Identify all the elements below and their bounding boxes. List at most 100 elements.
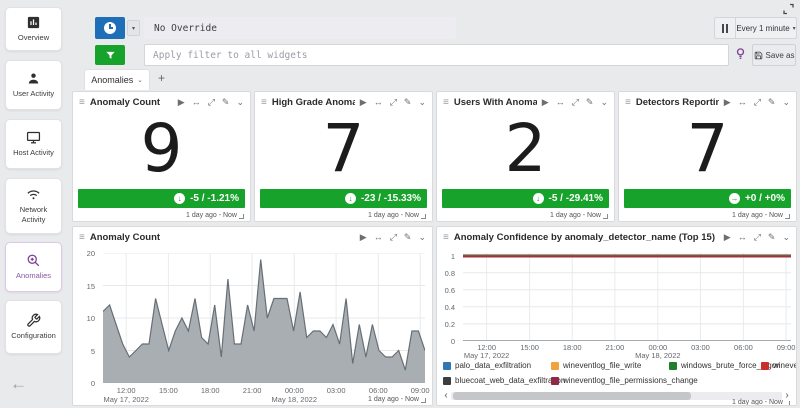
widget-title: Anomaly Count: [90, 232, 160, 243]
hint-bulb-icon[interactable]: [734, 46, 748, 62]
legend-swatch: [443, 377, 451, 385]
time-range-label: 1 day ago - Now: [732, 212, 790, 219]
drag-grip-icon[interactable]: ≡: [79, 232, 85, 243]
anomaly-count-chart: [103, 253, 425, 386]
legend-swatch: [551, 377, 559, 385]
time-range-label: 1 day ago - Now: [186, 212, 244, 219]
override-value[interactable]: No Override: [144, 17, 456, 39]
scrollbar-thumb[interactable]: [453, 392, 691, 400]
wifi-icon: [26, 187, 41, 202]
chevron-down-icon[interactable]: ⌄: [418, 233, 426, 242]
caret-down-icon: ▾: [793, 25, 796, 32]
resize-handle-icon[interactable]: [421, 398, 426, 403]
resize-handle-icon[interactable]: [785, 214, 790, 219]
kpi-delta-bar: ↓ -5 / -1.21%: [78, 189, 245, 208]
kpi-value: 2: [437, 106, 614, 190]
kpi-card-anomaly-count: ≡ Anomaly Count ▶↔⤢✎⌄ 9 ↓ -5 / -1.21% 1 …: [72, 91, 251, 222]
resize-handle-icon[interactable]: [785, 401, 790, 406]
sidebar-item-anomalies[interactable]: Anomalies: [5, 242, 62, 292]
resize-handle-icon[interactable]: [421, 214, 426, 219]
wrench-icon: [26, 313, 41, 328]
sidebar-item-label: Overview: [16, 33, 51, 43]
time-override-caret-button[interactable]: ▾: [127, 20, 140, 36]
zoom-in-icon: [26, 253, 41, 268]
sidebar-item-label: User Activity: [11, 89, 56, 99]
refresh-interval-dropdown[interactable]: Every 1 minute▾: [736, 18, 796, 38]
sidebar-item-label: Network Activity: [6, 205, 61, 225]
refresh-control: Every 1 minute▾: [714, 17, 797, 39]
time-range-label: 1 day ago - Now: [368, 396, 426, 403]
pause-icon: [722, 24, 724, 33]
user-icon: [26, 71, 41, 86]
pause-button[interactable]: [715, 18, 736, 38]
kpi-delta-text: +0 / +0%: [745, 193, 785, 204]
kpi-delta-bar: → +0 / +0%: [624, 189, 791, 208]
kpi-delta-text: -5 / -29.41%: [549, 193, 603, 204]
kpi-value: 7: [255, 106, 432, 190]
legend-label: palo_data_exfiltration: [455, 361, 531, 370]
widget-title: Anomaly Confidence by anomaly_detector_n…: [454, 232, 715, 243]
add-tab-button[interactable]: +: [158, 71, 165, 85]
legend-swatch: [443, 362, 451, 370]
legend-item[interactable]: wineventl: [761, 361, 796, 370]
sidebar-item-user-activity[interactable]: User Activity: [5, 60, 62, 110]
resize-handle-icon[interactable]: [239, 214, 244, 219]
tab-anomalies[interactable]: Anomalies⌄: [84, 69, 150, 90]
play-icon[interactable]: ▶: [724, 233, 731, 242]
pan-icon[interactable]: ↔: [374, 233, 383, 242]
kpi-value: 9: [73, 106, 250, 190]
kpi-card-detectors-reporting: ≡ Detectors Reporting ▶↔⤢✎⌄ 7 → +0 / +0%…: [618, 91, 797, 222]
maximize-icon[interactable]: ⤢: [390, 233, 397, 242]
sidebar-item-label: Anomalies: [14, 271, 53, 281]
funnel-icon: [105, 50, 116, 61]
save-as-button[interactable]: Save as: [752, 44, 796, 66]
scroll-left-icon[interactable]: ‹: [441, 391, 451, 401]
chevron-down-icon: ⌄: [137, 76, 142, 84]
time-override-button[interactable]: [95, 17, 125, 39]
time-range-label: 1 day ago - Now: [368, 212, 426, 219]
legend-label: wineventlog_file_write: [563, 361, 641, 370]
x-axis-date-labels: May 17, 2022May 18, 2022: [463, 351, 791, 360]
kpi-delta-text: -23 / -15.33%: [361, 193, 421, 204]
trend-down-icon: ↓: [345, 193, 356, 204]
kpi-card-high-grade-anomalies: ≡ High Grade Anomalies ▶↔⤢✎⌄ 7 ↓ -23 / -…: [254, 91, 433, 222]
sidebar-item-host-activity[interactable]: Host Activity: [5, 119, 62, 169]
bar-chart-icon: [26, 15, 41, 30]
chevron-down-icon[interactable]: ⌄: [782, 233, 790, 242]
legend-item[interactable]: wineventlog_file_permissions_change: [551, 376, 698, 385]
edit-icon[interactable]: ✎: [768, 233, 776, 242]
kpi-delta-text: -5 / -1.21%: [190, 193, 239, 204]
chart-legend-row: bluecoat_web_data_exfiltration wineventl…: [441, 376, 796, 388]
legend-label: wineventlog_file_permissions_change: [563, 376, 698, 385]
kpi-delta-bar: ↓ -5 / -29.41%: [442, 189, 609, 208]
fullscreen-icon[interactable]: [781, 3, 796, 15]
caret-down-icon: ▾: [132, 25, 135, 32]
play-icon[interactable]: ▶: [360, 233, 367, 242]
filter-input[interactable]: [144, 44, 729, 66]
legend-item[interactable]: palo_data_exfiltration: [443, 361, 531, 370]
legend-label: wineventl: [773, 361, 796, 370]
legend-item[interactable]: wineventlog_file_write: [551, 361, 641, 370]
sidebar-item-overview[interactable]: Overview: [5, 7, 62, 51]
pan-icon[interactable]: ↔: [738, 233, 747, 242]
maximize-icon[interactable]: ⤢: [754, 233, 761, 242]
legend-swatch: [551, 362, 559, 370]
chart-legend-row: palo_data_exfiltration wineventlog_file_…: [441, 361, 796, 373]
legend-item[interactable]: bluecoat_web_data_exfiltration: [443, 376, 565, 385]
time-range-label: 1 day ago - Now: [732, 399, 790, 406]
edit-icon[interactable]: ✎: [404, 233, 412, 242]
chart-card-anomaly-count: ≡ Anomaly Count ▶↔⤢✎⌄ 05101520 12:0015:0…: [72, 226, 433, 406]
trend-flat-icon: →: [729, 193, 740, 204]
sidebar-item-configuration[interactable]: Configuration: [5, 300, 62, 354]
save-icon: [754, 51, 763, 60]
filter-button[interactable]: [95, 45, 125, 65]
y-axis-labels: 00.20.40.60.81: [437, 253, 459, 341]
kpi-value: 7: [619, 106, 796, 190]
trend-down-icon: ↓: [533, 193, 544, 204]
sidebar-item-network-activity[interactable]: Network Activity: [5, 178, 62, 234]
monitor-icon: [26, 130, 41, 145]
sidebar-collapse-arrow-icon[interactable]: ←: [10, 374, 27, 394]
resize-handle-icon[interactable]: [603, 214, 608, 219]
drag-grip-icon[interactable]: ≡: [443, 232, 449, 243]
kpi-delta-bar: ↓ -23 / -15.33%: [260, 189, 427, 208]
